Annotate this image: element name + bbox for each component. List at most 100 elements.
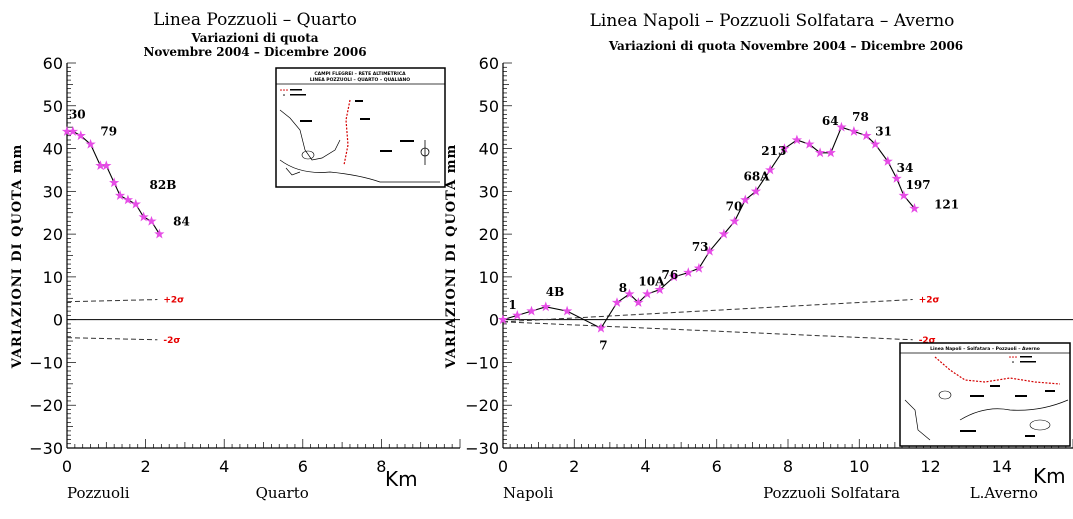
left-inset-title-1: CAMPI FLEGREI – RETE ALTIMETRICA xyxy=(314,71,406,77)
right-x-tick-label: 2 xyxy=(569,457,579,476)
right-data-point xyxy=(668,271,680,282)
left-point-label: 82B xyxy=(150,178,177,192)
left-subtitle-2: Novembre 2004 – Dicembre 2006 xyxy=(143,45,366,59)
right-point-label: 10A xyxy=(638,274,665,288)
left-x-tick-label: 0 xyxy=(62,457,72,476)
left-data-point xyxy=(109,177,120,188)
left-x-tick-label: 4 xyxy=(219,457,229,476)
left-data-point xyxy=(138,211,149,222)
right-y-tick-label: −20 xyxy=(465,396,499,415)
right-data-point xyxy=(882,155,893,166)
left-y-tick-label: 60 xyxy=(43,54,63,73)
right-series-line xyxy=(502,126,915,329)
left-x-tick-label: 8 xyxy=(376,457,386,476)
left-x-unit: Km xyxy=(385,467,418,491)
left-sigma-upper-line xyxy=(66,299,158,303)
left-y-tick-label: 40 xyxy=(43,140,63,159)
right-point-label: 213 xyxy=(761,144,786,158)
left-sigma-lower-line xyxy=(66,337,158,341)
right-data-point xyxy=(750,185,762,196)
right-data-point xyxy=(861,130,872,141)
left-place-label: Pozzuoli xyxy=(67,484,130,502)
right-point-label: 31 xyxy=(875,125,892,139)
right-data-point xyxy=(836,121,847,132)
right-sigma-lower-line xyxy=(502,321,913,341)
right-data-point xyxy=(624,288,635,299)
left-y-tick-label: 10 xyxy=(43,268,63,287)
left-axes: −30 −20 −10 0 10 20 30 40 50 60 0 2 4 6 8 Pozzuoli Quart… xyxy=(29,54,461,502)
left-point-label: 30 xyxy=(69,108,86,122)
left-inset-title-2: LINEA POZZUOLI – QUARTO – QUALIANO xyxy=(310,77,410,83)
right-place-label: Pozzuoli Solfatara xyxy=(763,484,900,502)
left-sigma-upper-label: +2σ xyxy=(163,296,184,306)
left-data-point xyxy=(75,130,86,141)
right-data-point xyxy=(779,143,790,153)
right-y-tick-label: −30 xyxy=(465,439,499,458)
right-data-point xyxy=(729,215,740,226)
right-x-tick-label: 6 xyxy=(712,457,722,476)
left-place-label: Quarto xyxy=(256,484,309,502)
left-data-point xyxy=(67,126,79,136)
right-x-tick-label: 4 xyxy=(640,457,650,476)
right-y-tick-label: 50 xyxy=(479,97,499,116)
right-data-point xyxy=(704,245,715,256)
chart-right: Linea Napoli – Pozzuoli Solfatara – Aver… xyxy=(444,11,1073,502)
right-y-tick-label: 60 xyxy=(479,54,499,73)
right-data-point xyxy=(848,126,860,136)
left-x-tick-label: 6 xyxy=(298,457,308,476)
right-x-tick-label: 0 xyxy=(498,457,508,476)
left-data-point xyxy=(114,190,126,201)
left-point-label: 79 xyxy=(100,125,117,139)
right-point-label: 68A xyxy=(743,170,770,184)
left-data-point xyxy=(85,138,96,149)
right-point-label: 4B xyxy=(546,285,565,299)
right-point-label: 34 xyxy=(897,161,914,175)
right-place-label: L.Averno xyxy=(970,484,1038,502)
right-x-tick-label: 8 xyxy=(783,457,793,476)
right-y-tick-label: 30 xyxy=(479,182,499,201)
right-data-point xyxy=(740,194,751,205)
right-data-point xyxy=(825,147,836,158)
left-title: Linea Pozzuoli – Quarto xyxy=(153,10,357,30)
left-data-point xyxy=(130,198,141,209)
right-x-tick-label: 14 xyxy=(992,457,1012,476)
right-data-point xyxy=(898,190,909,201)
right-data-point xyxy=(765,164,776,175)
right-inset-title: Linea Napoli – Solfatara – Pozzuoli – Av… xyxy=(930,346,1040,352)
left-data-point xyxy=(146,215,157,226)
chart-left: Linea Pozzuoli – Quarto Variazioni di qu… xyxy=(10,10,461,502)
left-data-point xyxy=(122,194,134,205)
right-place-label: Napoli xyxy=(503,484,553,502)
right-subtitle: Variazioni di quota Novembre 2004 – Dice… xyxy=(608,39,963,53)
right-x-unit: Km xyxy=(1033,464,1066,488)
right-inset-map: Linea Napoli – Solfatara – Pozzuoli – Av… xyxy=(899,342,1071,447)
right-y-tick-label: 10 xyxy=(479,268,499,287)
left-plot-area: +2σ -2σ 30 79 82B 84 xyxy=(61,108,190,346)
left-subtitle-1: Variazioni di quota xyxy=(190,31,318,45)
right-data-point xyxy=(870,138,881,149)
right-data-point xyxy=(526,305,537,316)
right-data-point xyxy=(891,173,902,183)
right-y-tick-label: 0 xyxy=(489,311,499,330)
right-data-point xyxy=(683,267,694,278)
right-point-label: 76 xyxy=(662,268,679,282)
right-data-point xyxy=(909,202,920,213)
right-data-point xyxy=(718,228,730,239)
right-data-point xyxy=(814,147,826,158)
right-data-point xyxy=(642,288,653,299)
right-data-point xyxy=(693,262,705,273)
right-sigma-lower-label: -2σ xyxy=(919,336,936,346)
right-point-label: 121 xyxy=(934,197,959,211)
right-data-point xyxy=(791,134,803,145)
left-data-point xyxy=(154,228,165,239)
right-data-point xyxy=(512,309,523,320)
right-x-tick-label: 12 xyxy=(920,457,940,476)
right-point-label: 7 xyxy=(599,339,607,353)
right-point-label: 1 xyxy=(508,298,516,312)
left-y-axis-label: VARIAZIONI DI QUOTA mm xyxy=(10,144,25,369)
left-data-point xyxy=(101,160,112,171)
right-point-label: 78 xyxy=(852,110,869,124)
right-data-point xyxy=(654,284,665,295)
